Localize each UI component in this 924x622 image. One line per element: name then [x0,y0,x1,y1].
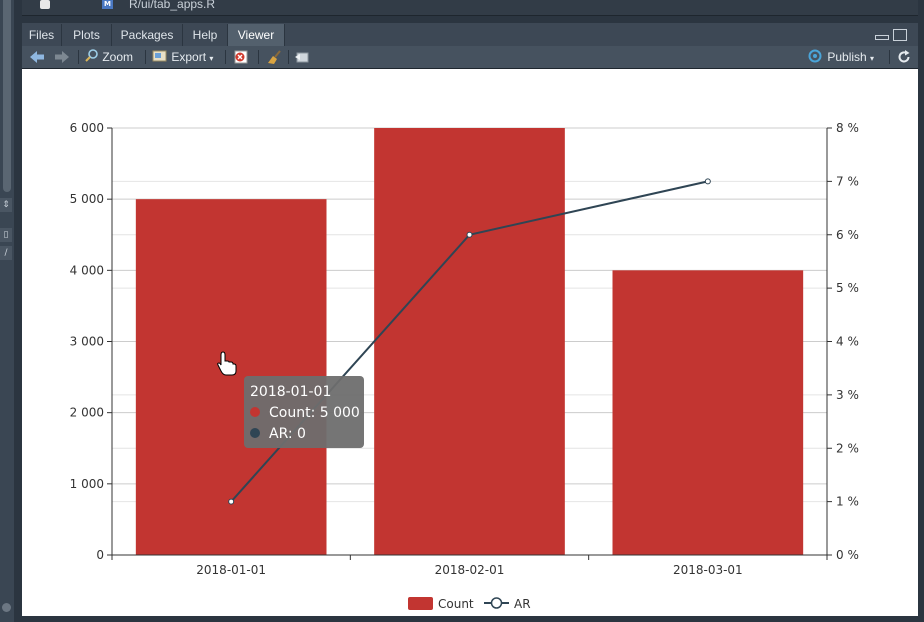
popout-icon[interactable] [295,51,309,63]
x-tick-label: 2018-02-01 [435,563,505,577]
chart: 0 1 000 2 000 3 000 4 000 5 000 6 000 0 % 1 % 2 %… [70,121,859,611]
bar [612,270,804,555]
y-left-tick-label: 1 000 [70,477,104,491]
bar [374,128,565,555]
export-icon [152,50,167,62]
publish-button[interactable]: Publish ▾ [808,46,874,68]
viewer-pane: 0 1 000 2 000 3 000 4 000 5 000 6 000 0 % 1 % 2 %… [22,69,918,616]
export-label: Export [171,50,207,64]
maximize-icon[interactable] [893,29,907,41]
rail-scrollbar[interactable] [3,0,11,192]
left-rail: ⇕ ▯ / [0,0,14,622]
y-right-tick-label: 4 % [836,335,859,349]
y-left-tick-label: 2 000 [70,406,104,420]
y-right-tick-label: 2 % [836,441,859,455]
publish-dropdown-icon: ▾ [870,54,875,63]
zoom-icon [85,49,98,62]
y-left-tick-label: 0 [96,548,104,562]
tab-help[interactable]: Help [183,24,228,46]
minimize-icon[interactable] [875,35,889,40]
pane-tabbar: Files Plots Packages Help Viewer [22,23,918,46]
legend-swatch-ar-point [490,597,503,609]
file-list-row[interactable]: M R/ui/tab_apps.R [22,0,918,16]
tab-files[interactable]: Files [22,24,62,46]
tab-packages[interactable]: Packages [112,24,183,46]
y-left-tick-label: 3 000 [70,335,104,349]
tab-plots[interactable]: Plots [62,24,112,46]
legend-swatch-count [408,597,433,610]
tooltip-title: 2018-01-01 [250,384,331,400]
toolbar-separator [889,50,890,64]
toolbar-separator [78,50,79,64]
zoom-button[interactable]: Zoom [85,46,133,68]
hand-cursor-icon [217,351,237,376]
y-left-tick-label: 4 000 [70,263,104,277]
toolbar-separator [288,50,289,64]
export-button[interactable]: Export ▾ [152,46,213,68]
toolbar-separator [225,50,226,64]
clear-broom-icon[interactable] [266,50,282,64]
x-tick-label: 2018-01-01 [196,563,266,577]
y-right-tick-label: 1 % [836,495,859,509]
tooltip-box [244,376,364,448]
rail-panel-icon[interactable]: ▯ [0,228,12,242]
remove-icon[interactable] [234,50,250,64]
rail-dot-icon [2,603,11,612]
x-tick-label: 2018-03-01 [673,563,743,577]
legend-label-ar: AR [514,597,531,611]
file-checkbox[interactable] [40,0,50,9]
y-right-tick-label: 8 % [836,121,859,135]
rail-expand-icon[interactable]: ⇕ [0,198,12,212]
publish-label: Publish [827,50,867,64]
tab-viewer[interactable]: Viewer [228,24,285,46]
y-left-tick-label: 6 000 [70,121,104,135]
tooltip-row: Count: 5 000 [269,405,360,421]
tooltip-marker [250,428,260,438]
y-right-tick-label: 6 % [836,228,859,242]
tooltip-row: AR: 0 [269,426,306,442]
file-path-link[interactable]: R/ui/tab_apps.R [129,0,216,11]
y-right-tick-label: 0 % [836,548,859,562]
y-right-tick-label: 5 % [836,281,859,295]
toolbar-separator [145,50,146,64]
refresh-icon[interactable] [897,50,911,64]
y-left-tick-label: 5 000 [70,192,104,206]
line-point [228,498,235,505]
y-right-tick-label: 7 % [836,174,859,188]
zoom-label: Zoom [102,50,134,64]
publish-icon [808,49,822,63]
viewer-toolbar: Zoom Export ▾ Publish ▾ [22,46,918,69]
forward-arrow-icon[interactable] [55,51,69,63]
toolbar-separator [258,50,259,64]
export-dropdown-icon: ▾ [209,54,214,63]
tooltip-marker [250,407,260,417]
line-point [704,178,711,185]
line-point [466,231,473,238]
legend-label-count: Count [438,597,474,611]
r-file-icon: M [102,0,113,9]
rail-brush-icon[interactable]: / [0,246,12,260]
back-arrow-icon[interactable] [30,51,44,63]
y-right-tick-label: 3 % [836,388,859,402]
